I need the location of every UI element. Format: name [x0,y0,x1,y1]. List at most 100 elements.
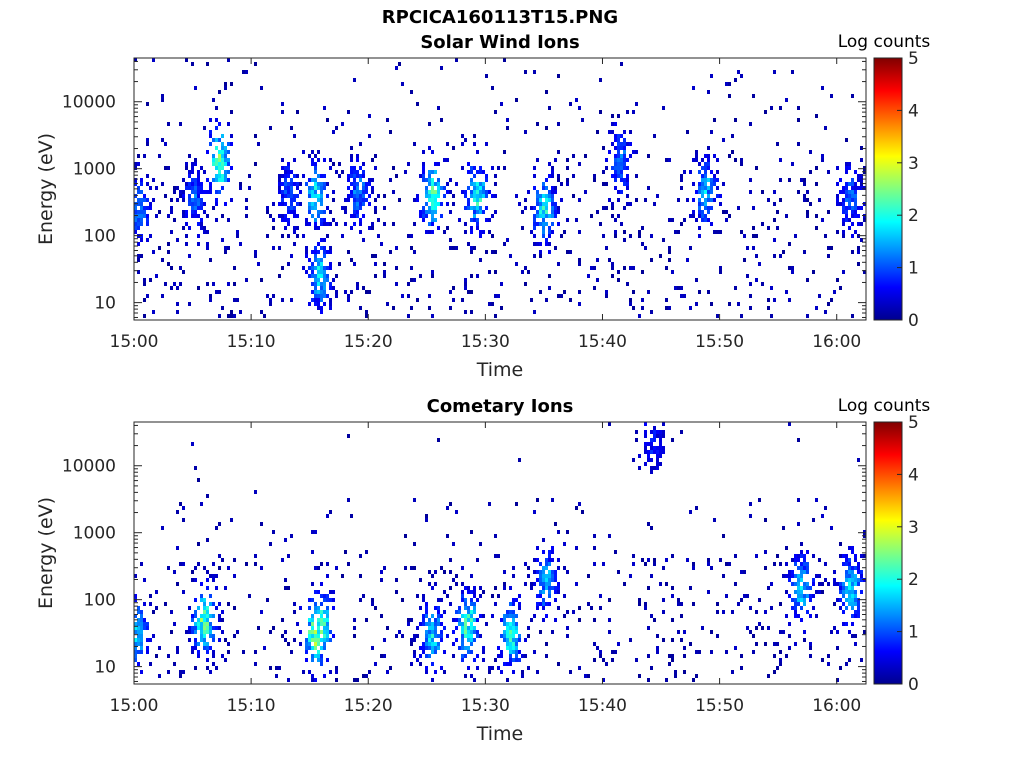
spectrogram-cell [473,246,476,250]
spectrogram-cell [503,58,506,62]
spectrogram-cell [464,194,467,198]
spectrogram-cell [713,178,716,182]
spectrogram-cell [158,674,161,678]
spectrogram-cell [473,174,476,178]
spectrogram-cell [449,190,452,194]
spectrogram-cell [371,158,374,162]
spectrogram-cell [599,650,602,654]
spectrogram-cell [287,218,290,222]
spectrogram-cell [500,634,503,638]
spectrogram-cell [656,458,659,462]
spectrogram-cell [329,250,332,254]
spectrogram-cell [476,150,479,154]
spectrogram-cell [572,610,575,614]
spectrogram-cell [461,166,464,170]
spectrogram-cell [461,638,464,642]
spectrogram-cell [329,262,332,266]
spectrogram-cell [176,510,179,514]
spectrogram-cell [644,450,647,454]
spectrogram-cell [611,658,614,662]
spectrogram-cell [836,166,839,170]
spectrogram-cell [371,222,374,226]
spectrogram-cell [491,666,494,670]
spectrogram-cell [428,190,431,194]
spectrogram-cell [548,554,551,558]
spectrogram-cell [794,614,797,618]
spectrogram-cell [284,638,287,642]
spectrogram-cell [197,170,200,174]
spectrogram-cell [494,182,497,186]
spectrogram-cell [296,622,299,626]
spectrogram-cell [146,646,149,650]
spectrogram-cell [680,430,683,434]
spectrogram-cell [770,582,773,586]
spectrogram-cell [509,626,512,630]
spectrogram-cell [836,202,839,206]
spectrogram-cell [215,666,218,670]
spectrogram-cell [542,210,545,214]
spectrogram-cell [845,590,848,594]
spectrogram-cell [662,598,665,602]
spectrogram-cell [614,138,617,142]
spectrogram-cell [470,246,473,250]
spectrogram-cell [323,638,326,642]
spectrogram-cell [428,570,431,574]
spectrogram-cell [659,442,662,446]
spectrogram-cell [326,598,329,602]
spectrogram-cell [476,194,479,198]
spectrogram-cell [542,590,545,594]
spectrogram-cell [194,86,197,90]
spectrogram-cell [722,182,725,186]
spectrogram-cell [299,642,302,646]
spectrogram-cell [134,574,137,578]
spectrogram-cell [284,190,287,194]
spectrogram-cell [434,630,437,634]
spectrogram-cell [188,174,191,178]
spectrogram-cell [620,146,623,150]
spectrogram-cell [647,186,650,190]
spectrogram-cell [809,170,812,174]
spectrogram-cell [206,626,209,630]
spectrogram-cell [419,274,422,278]
spectrogram-cell [857,582,860,586]
spectrogram-cell [446,534,449,538]
spectrogram-cell [212,626,215,630]
spectrogram-cell [443,194,446,198]
spectrogram-cell [542,570,545,574]
spectrogram-cell [437,618,440,622]
spectrogram-cell [308,638,311,642]
spectrogram-cell [704,186,707,190]
spectrogram-cell [623,130,626,134]
spectrogram-cell [848,546,851,550]
spectrogram-cell [290,210,293,214]
spectrogram-cell [311,282,314,286]
spectrogram-cell [311,598,314,602]
spectrogram-cell [509,642,512,646]
spectrogram-cell [143,314,146,318]
spectrogram-cell [635,198,638,202]
spectrogram-cell [197,606,200,610]
spectrogram-cell [329,302,332,306]
spectrogram-cell [374,662,377,666]
spectrogram-cell [641,242,644,246]
spectrogram-cell [203,210,206,214]
spectrogram-cell [146,174,149,178]
spectrogram-cell [362,194,365,198]
spectrogram-cell [833,570,836,574]
spectrogram-cell [857,602,860,606]
spectrogram-cell [197,478,200,482]
spectrogram-cell [155,590,158,594]
spectrogram-cell [206,642,209,646]
spectrogram-cell [803,182,806,186]
spectrogram-cell [314,254,317,258]
spectrogram-cell [239,242,242,246]
spectrogram-cell [380,570,383,574]
spectrogram-cell [422,206,425,210]
spectrogram-cell [182,226,185,230]
spectrogram-cell [431,646,434,650]
colorbar-tick-label: 0 [908,675,919,695]
spectrogram-cell [725,82,728,86]
spectrogram-cell [410,306,413,310]
spectrogram-cell [644,606,647,610]
spectrogram-cell [203,646,206,650]
